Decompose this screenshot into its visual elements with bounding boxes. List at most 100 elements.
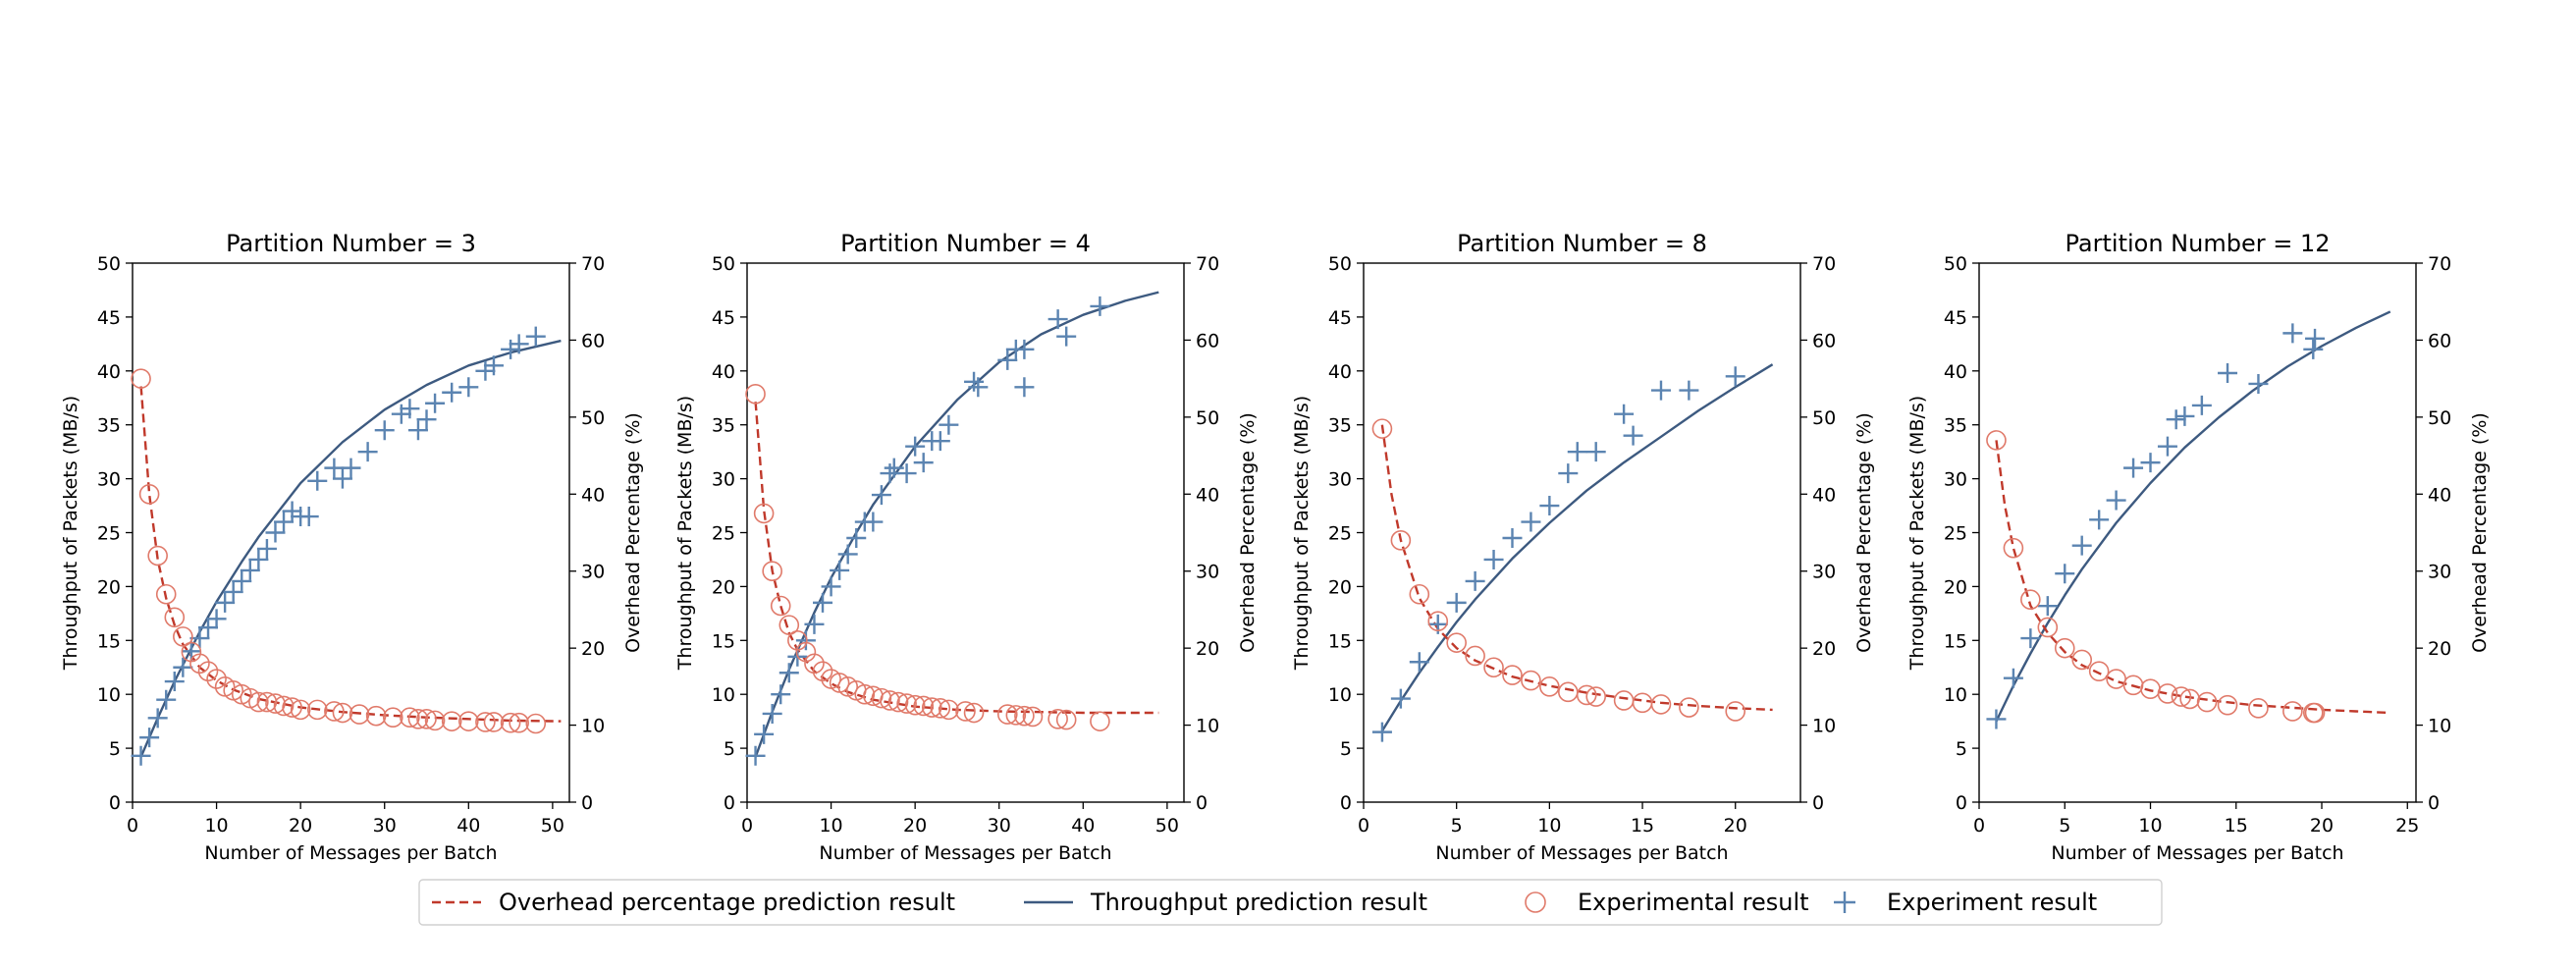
y2-tick-label: 40 bbox=[2428, 484, 2451, 506]
y-tick-label: 20 bbox=[712, 576, 735, 598]
experiment-point-plus bbox=[1483, 549, 1504, 569]
experimental-point-circle bbox=[424, 710, 446, 731]
experiment-point-plus bbox=[475, 360, 496, 381]
y-tick-label: 0 bbox=[1340, 792, 1352, 814]
experimental-point-circle bbox=[2054, 637, 2075, 659]
experiment-point-plus bbox=[1014, 339, 1035, 359]
legend-label: Overhead percentage prediction result bbox=[499, 889, 955, 916]
experimental-point-circle bbox=[400, 707, 420, 729]
y-tick-label: 50 bbox=[1328, 253, 1352, 275]
y2-tick-label: 10 bbox=[1812, 716, 1836, 737]
legend-box bbox=[418, 879, 2163, 926]
y-tick-label: 20 bbox=[1944, 576, 1967, 598]
y-axis-label: Throughput of Packets (MB/s) bbox=[1291, 396, 1313, 671]
experiment-point-plus bbox=[131, 745, 151, 766]
experimental-point-circle bbox=[2020, 589, 2041, 611]
experimental-point-circle bbox=[753, 503, 775, 524]
experimental-point-circle bbox=[1650, 694, 1672, 715]
y-tick-label: 10 bbox=[712, 684, 735, 706]
experiment-point-plus bbox=[1502, 527, 1523, 548]
x-tick-label: 5 bbox=[2059, 815, 2070, 837]
experiment-point-plus bbox=[896, 463, 917, 484]
y-tick-label: 35 bbox=[1328, 415, 1352, 437]
experiment-point-plus bbox=[913, 453, 934, 473]
experiment-point-plus bbox=[173, 657, 193, 677]
experiment-point-plus bbox=[357, 442, 378, 462]
experiment-point-plus bbox=[1090, 296, 1110, 316]
y2-tick-label: 30 bbox=[1812, 562, 1836, 583]
experimental-point-circle bbox=[138, 483, 160, 505]
experimental-point-circle bbox=[475, 712, 496, 732]
throughput-prediction-line bbox=[1380, 363, 1774, 732]
experiment-point-plus bbox=[795, 630, 816, 651]
experimental-point-circle bbox=[206, 669, 227, 689]
experiment-point-plus bbox=[745, 745, 766, 766]
x-tick-label: 10 bbox=[1537, 815, 1561, 837]
experiment-point-plus bbox=[407, 420, 428, 441]
experiment-point-plus bbox=[147, 708, 168, 729]
experimental-point-circle bbox=[2196, 691, 2218, 713]
experimental-point-circle bbox=[1539, 676, 1560, 697]
y-tick-label: 20 bbox=[97, 576, 121, 598]
y-tick-label: 35 bbox=[1944, 415, 1967, 437]
x-axis-label: Number of Messages per Batch bbox=[819, 842, 1111, 864]
legend-entry: Experiment result bbox=[1834, 889, 2097, 916]
experimental-point-circle bbox=[1986, 430, 2007, 451]
chart-panel: Partition Number = 8 0 5 10 15 20 0 5 10 15 20 25 30… bbox=[1291, 230, 1875, 864]
experiment-point-plus bbox=[139, 728, 160, 748]
experimental-point-circle bbox=[147, 545, 168, 567]
y2-tick-label: 70 bbox=[1812, 253, 1836, 275]
y-tick-label: 0 bbox=[724, 792, 735, 814]
experimental-point-circle bbox=[282, 697, 302, 718]
legend-entry: Experimental result bbox=[1525, 889, 1809, 916]
y-tick-label: 30 bbox=[1944, 469, 1967, 491]
experimental-point-circle bbox=[324, 701, 345, 722]
y-tick-label: 45 bbox=[1944, 307, 1967, 329]
experimental-point-circle bbox=[1585, 686, 1607, 707]
experiment-point-plus bbox=[762, 703, 782, 724]
experiment-point-plus bbox=[930, 431, 950, 452]
experimental-point-circle bbox=[306, 699, 328, 721]
y-tick-label: 40 bbox=[712, 361, 735, 383]
y2-axis-label: Overhead Percentage (%) bbox=[2469, 412, 2491, 653]
experiment-point-plus bbox=[804, 614, 825, 634]
experimental-point-circle bbox=[921, 697, 942, 718]
experimental-point-circle bbox=[349, 704, 370, 725]
experimental-point-circle bbox=[2217, 694, 2238, 716]
y-tick-label: 15 bbox=[1944, 630, 1967, 652]
y2-tick-label: 10 bbox=[581, 716, 605, 737]
y-tick-label: 0 bbox=[1956, 792, 1967, 814]
experiment-point-plus bbox=[307, 470, 328, 491]
experiment-point-plus bbox=[2191, 395, 2212, 415]
experiment-point-plus bbox=[1725, 366, 1745, 387]
y2-tick-label: 60 bbox=[2428, 330, 2451, 351]
y-tick-label: 30 bbox=[97, 469, 121, 491]
overhead-prediction-line bbox=[754, 402, 1159, 715]
x-tick-label: 20 bbox=[289, 815, 312, 837]
y-tick-label: 15 bbox=[97, 630, 121, 652]
experimental-point-circle bbox=[458, 711, 479, 731]
experimental-point-circle bbox=[173, 626, 193, 647]
x-tick-label: 20 bbox=[903, 815, 927, 837]
y2-tick-label: 0 bbox=[2428, 792, 2440, 814]
experimental-point-circle bbox=[2171, 686, 2192, 707]
x-tick-label: 15 bbox=[2225, 815, 2248, 837]
experimental-point-circle bbox=[871, 687, 892, 709]
x-tick-label: 50 bbox=[1155, 815, 1179, 837]
experiment-point-plus bbox=[442, 382, 462, 403]
experiment-point-plus bbox=[223, 581, 243, 602]
x-tick-label: 10 bbox=[204, 815, 228, 837]
experimental-point-circle bbox=[1409, 583, 1430, 605]
experimental-point-circle bbox=[164, 607, 186, 628]
experimental-point-circle bbox=[887, 691, 909, 713]
x-axis-label: Number of Messages per Batch bbox=[204, 842, 497, 864]
x-tick-label: 25 bbox=[2395, 815, 2419, 837]
experimental-point-circle bbox=[1055, 709, 1077, 730]
experimental-point-circle bbox=[1005, 705, 1027, 726]
y-tick-label: 5 bbox=[1956, 738, 1967, 760]
experiment-point-plus bbox=[1558, 463, 1579, 484]
experiment-point-plus bbox=[2174, 405, 2195, 426]
experimental-point-circle bbox=[955, 701, 976, 722]
experimental-point-circle bbox=[407, 708, 429, 729]
experiment-point-plus bbox=[483, 355, 504, 376]
